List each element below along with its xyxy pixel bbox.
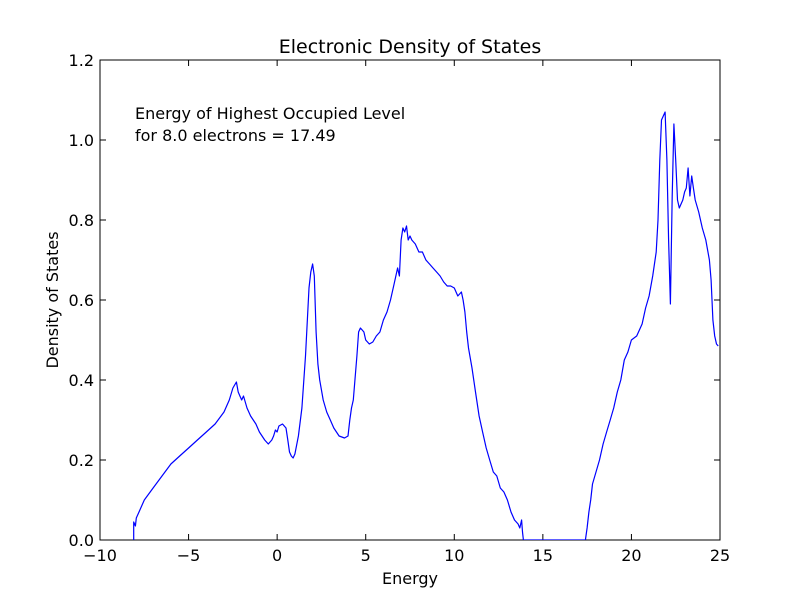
chart-title: Electronic Density of States xyxy=(279,36,542,58)
dos-series-line xyxy=(133,111,719,540)
x-tick-label: −10 xyxy=(83,546,117,565)
y-tick-label: 0.2 xyxy=(69,451,94,470)
x-tick-label: 5 xyxy=(361,546,371,565)
x-tick-label: 25 xyxy=(710,546,730,565)
x-tick-label: −5 xyxy=(177,546,201,565)
y-tick-label: 1.0 xyxy=(69,131,94,150)
series-group xyxy=(133,111,719,540)
annotation-line-2: for 8.0 electrons = 17.49 xyxy=(135,126,336,145)
y-axis-label: Density of States xyxy=(43,231,62,368)
axis-tick-labels: −10 −5 0 5 10 15 20 25 0.0 0.2 0.4 0.6 0.8 1.0 1.2 xyxy=(69,51,731,565)
x-tick-label: 20 xyxy=(621,546,641,565)
y-tick-label: 0.6 xyxy=(69,291,94,310)
x-axis-label: Energy xyxy=(382,569,438,588)
y-tick-label: 0.4 xyxy=(69,371,94,390)
y-tick-label: 0.0 xyxy=(69,531,94,550)
annotation-line-1: Energy of Highest Occupied Level xyxy=(135,104,405,123)
y-tick-label: 0.8 xyxy=(69,211,94,230)
x-tick-label: 10 xyxy=(444,546,464,565)
x-tick-label: 15 xyxy=(533,546,553,565)
axis-ticks xyxy=(99,59,721,541)
x-tick-label: 0 xyxy=(272,546,282,565)
y-tick-label: 1.2 xyxy=(69,51,94,70)
